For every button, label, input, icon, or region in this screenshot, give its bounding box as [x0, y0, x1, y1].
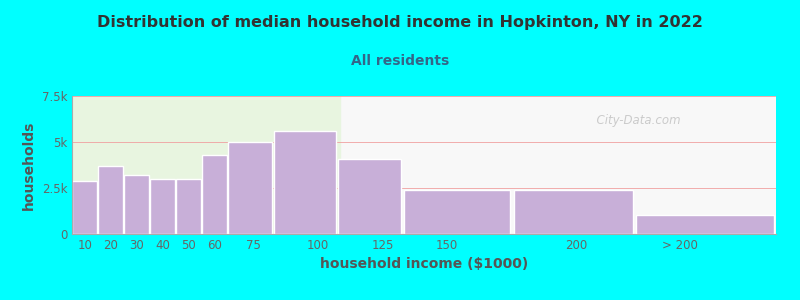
Bar	[150, 179, 175, 234]
X-axis label: household income ($1000): household income ($1000)	[320, 257, 528, 272]
Bar	[636, 215, 774, 234]
Bar	[514, 190, 633, 234]
Bar	[98, 166, 123, 234]
Bar	[228, 142, 272, 234]
Text: All residents: All residents	[351, 54, 449, 68]
Y-axis label: households: households	[22, 120, 36, 210]
Bar	[72, 181, 98, 234]
Bar	[124, 175, 150, 234]
Bar	[176, 179, 201, 234]
Bar	[274, 131, 336, 234]
Bar	[404, 190, 510, 234]
Text: City-Data.com: City-Data.com	[590, 114, 681, 127]
Bar	[338, 159, 401, 234]
Bar	[202, 155, 227, 234]
Text: Distribution of median household income in Hopkinton, NY in 2022: Distribution of median household income …	[97, 15, 703, 30]
Bar	[72, 96, 339, 234]
